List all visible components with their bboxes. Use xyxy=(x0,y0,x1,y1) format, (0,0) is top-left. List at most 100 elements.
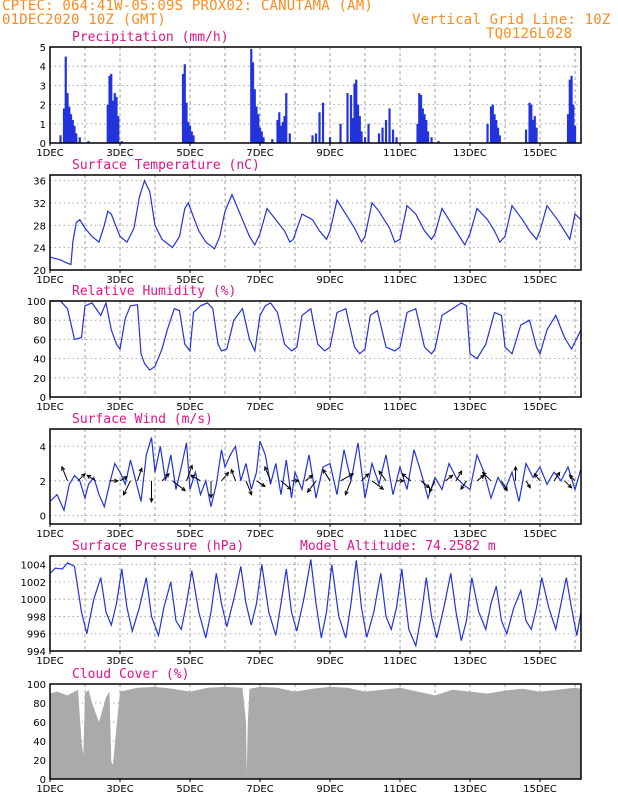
wind-arrow-head xyxy=(264,465,269,471)
precip-bar xyxy=(73,125,76,143)
cloud-frame xyxy=(49,683,582,780)
wind-arrow-head xyxy=(460,485,465,491)
wind-xtick-label: 9DEC xyxy=(316,529,343,540)
precip-bar xyxy=(339,123,342,143)
precip-bar xyxy=(356,104,360,143)
precip-bar xyxy=(318,112,321,143)
wind-arrow xyxy=(445,474,453,482)
precip-bar xyxy=(260,131,263,143)
precip-bar xyxy=(416,123,419,143)
temp-title: Surface Temperature (nC) xyxy=(72,158,260,173)
rh-ytick-label: 20 xyxy=(33,374,46,385)
rh-title: Relative Humidity (%) xyxy=(72,284,236,299)
wind-arrow-head xyxy=(322,468,327,474)
precip-bar xyxy=(251,62,255,143)
wind-arrow xyxy=(119,476,128,482)
precip-title: Precipitation (mm/h) xyxy=(72,30,229,45)
wind-frame xyxy=(49,428,582,525)
precip-bar xyxy=(535,127,538,143)
pres-ytick-label: 1002 xyxy=(21,578,46,589)
precip-bar xyxy=(106,104,109,143)
precip-bar xyxy=(367,123,370,143)
wind-arrow xyxy=(378,470,387,482)
wind-arrow xyxy=(161,473,170,482)
temp-xtick-label: 5DEC xyxy=(176,275,203,286)
cloud-xtick-label: 1DEC xyxy=(36,784,63,795)
precip-bar xyxy=(531,119,535,143)
wind-arrow-head xyxy=(86,474,92,479)
precip-bar xyxy=(250,48,253,143)
precip-bar xyxy=(257,114,260,143)
precip-bar xyxy=(181,73,185,143)
precip-bar xyxy=(377,133,381,143)
pres-ytick-label: 1000 xyxy=(21,595,46,606)
wind-arrow xyxy=(280,480,292,490)
precip-bar xyxy=(355,79,358,143)
pres-frame xyxy=(49,555,582,652)
wind-arrow-head xyxy=(189,474,195,479)
wind-arrow-head xyxy=(399,478,405,484)
precip-bar xyxy=(314,133,318,143)
precip-bar xyxy=(388,108,391,143)
wind-arrow xyxy=(305,474,313,482)
wind-xtick-label: 1DEC xyxy=(36,529,63,540)
pres-xtick-label: 5DEC xyxy=(176,656,203,667)
precip-bar xyxy=(486,123,489,143)
precip-bar xyxy=(253,89,256,143)
precip-bar xyxy=(192,135,195,143)
rh-xtick-label: 15DEC xyxy=(523,402,557,413)
precip-xtick-label: 5DEC xyxy=(176,148,203,159)
wind-arrow-head xyxy=(425,483,431,489)
temp-ytick-label: 36 xyxy=(33,177,46,188)
cloud-ytick-label: 100 xyxy=(27,680,46,691)
precip-bar xyxy=(566,114,570,143)
precip-bar xyxy=(115,96,118,143)
cloud-ytick-label: 40 xyxy=(33,737,46,748)
cloud-title: Cloud Cover (%) xyxy=(72,667,189,682)
temp-ytick-label: 32 xyxy=(33,199,46,210)
precip-bar xyxy=(353,83,356,143)
precip-bar xyxy=(276,119,279,143)
wind-arrow xyxy=(361,473,369,482)
precip-xtick-label: 7DEC xyxy=(246,148,273,159)
precip-bar xyxy=(489,106,493,143)
pres-annotation: Model Altitude: 74.2582 m xyxy=(300,539,496,554)
precip-bar xyxy=(283,116,286,143)
precip-bar xyxy=(524,129,528,143)
wind-arrow-head xyxy=(286,485,292,490)
precip-bar xyxy=(430,137,433,143)
pres-xtick-label: 11DEC xyxy=(383,656,417,667)
wind-arrow xyxy=(534,473,541,482)
wind-arrow-head xyxy=(138,467,143,473)
precip-bar xyxy=(278,112,281,143)
wind-arrow-head xyxy=(364,473,370,478)
precip-bar xyxy=(533,116,536,143)
wind-ytick-label: 0 xyxy=(40,511,46,522)
precip-bar xyxy=(328,137,332,143)
precip-bar xyxy=(69,114,73,143)
wind-arrow xyxy=(501,480,508,491)
wind-arrow xyxy=(186,465,193,481)
wind-arrow xyxy=(564,480,572,489)
precip-bar xyxy=(568,79,571,143)
wind-arrow-head xyxy=(448,474,454,480)
precip-bar xyxy=(426,131,430,143)
precip-bar xyxy=(108,75,111,143)
temp-panel: 20 24 28 32 36 1DEC 3DEC 5DEC 7DEC 9DEC 11DEC 13DEC… xyxy=(33,158,582,286)
pres-xtick-label: 1DEC xyxy=(36,656,63,667)
pres-panel: 994 996 998 1000 1002 1004 1DEC 3DEC 5DEC 7DEC 9DE… xyxy=(21,539,582,667)
cloud-xtick-label: 13DEC xyxy=(453,784,487,795)
wind-arrow xyxy=(61,466,68,482)
precip-bar xyxy=(572,104,575,143)
precip-bar xyxy=(321,102,325,143)
rh-ytick-label: 100 xyxy=(27,297,46,308)
precip-bar xyxy=(384,119,388,143)
wind-arrow-head xyxy=(188,464,194,470)
precip-bar xyxy=(262,137,265,143)
wind-arrow-head xyxy=(344,490,349,496)
precip-bar xyxy=(418,93,421,143)
precip-bar xyxy=(120,141,123,143)
precip-bar xyxy=(285,93,288,143)
cloud-xtick-label: 5DEC xyxy=(176,784,203,795)
